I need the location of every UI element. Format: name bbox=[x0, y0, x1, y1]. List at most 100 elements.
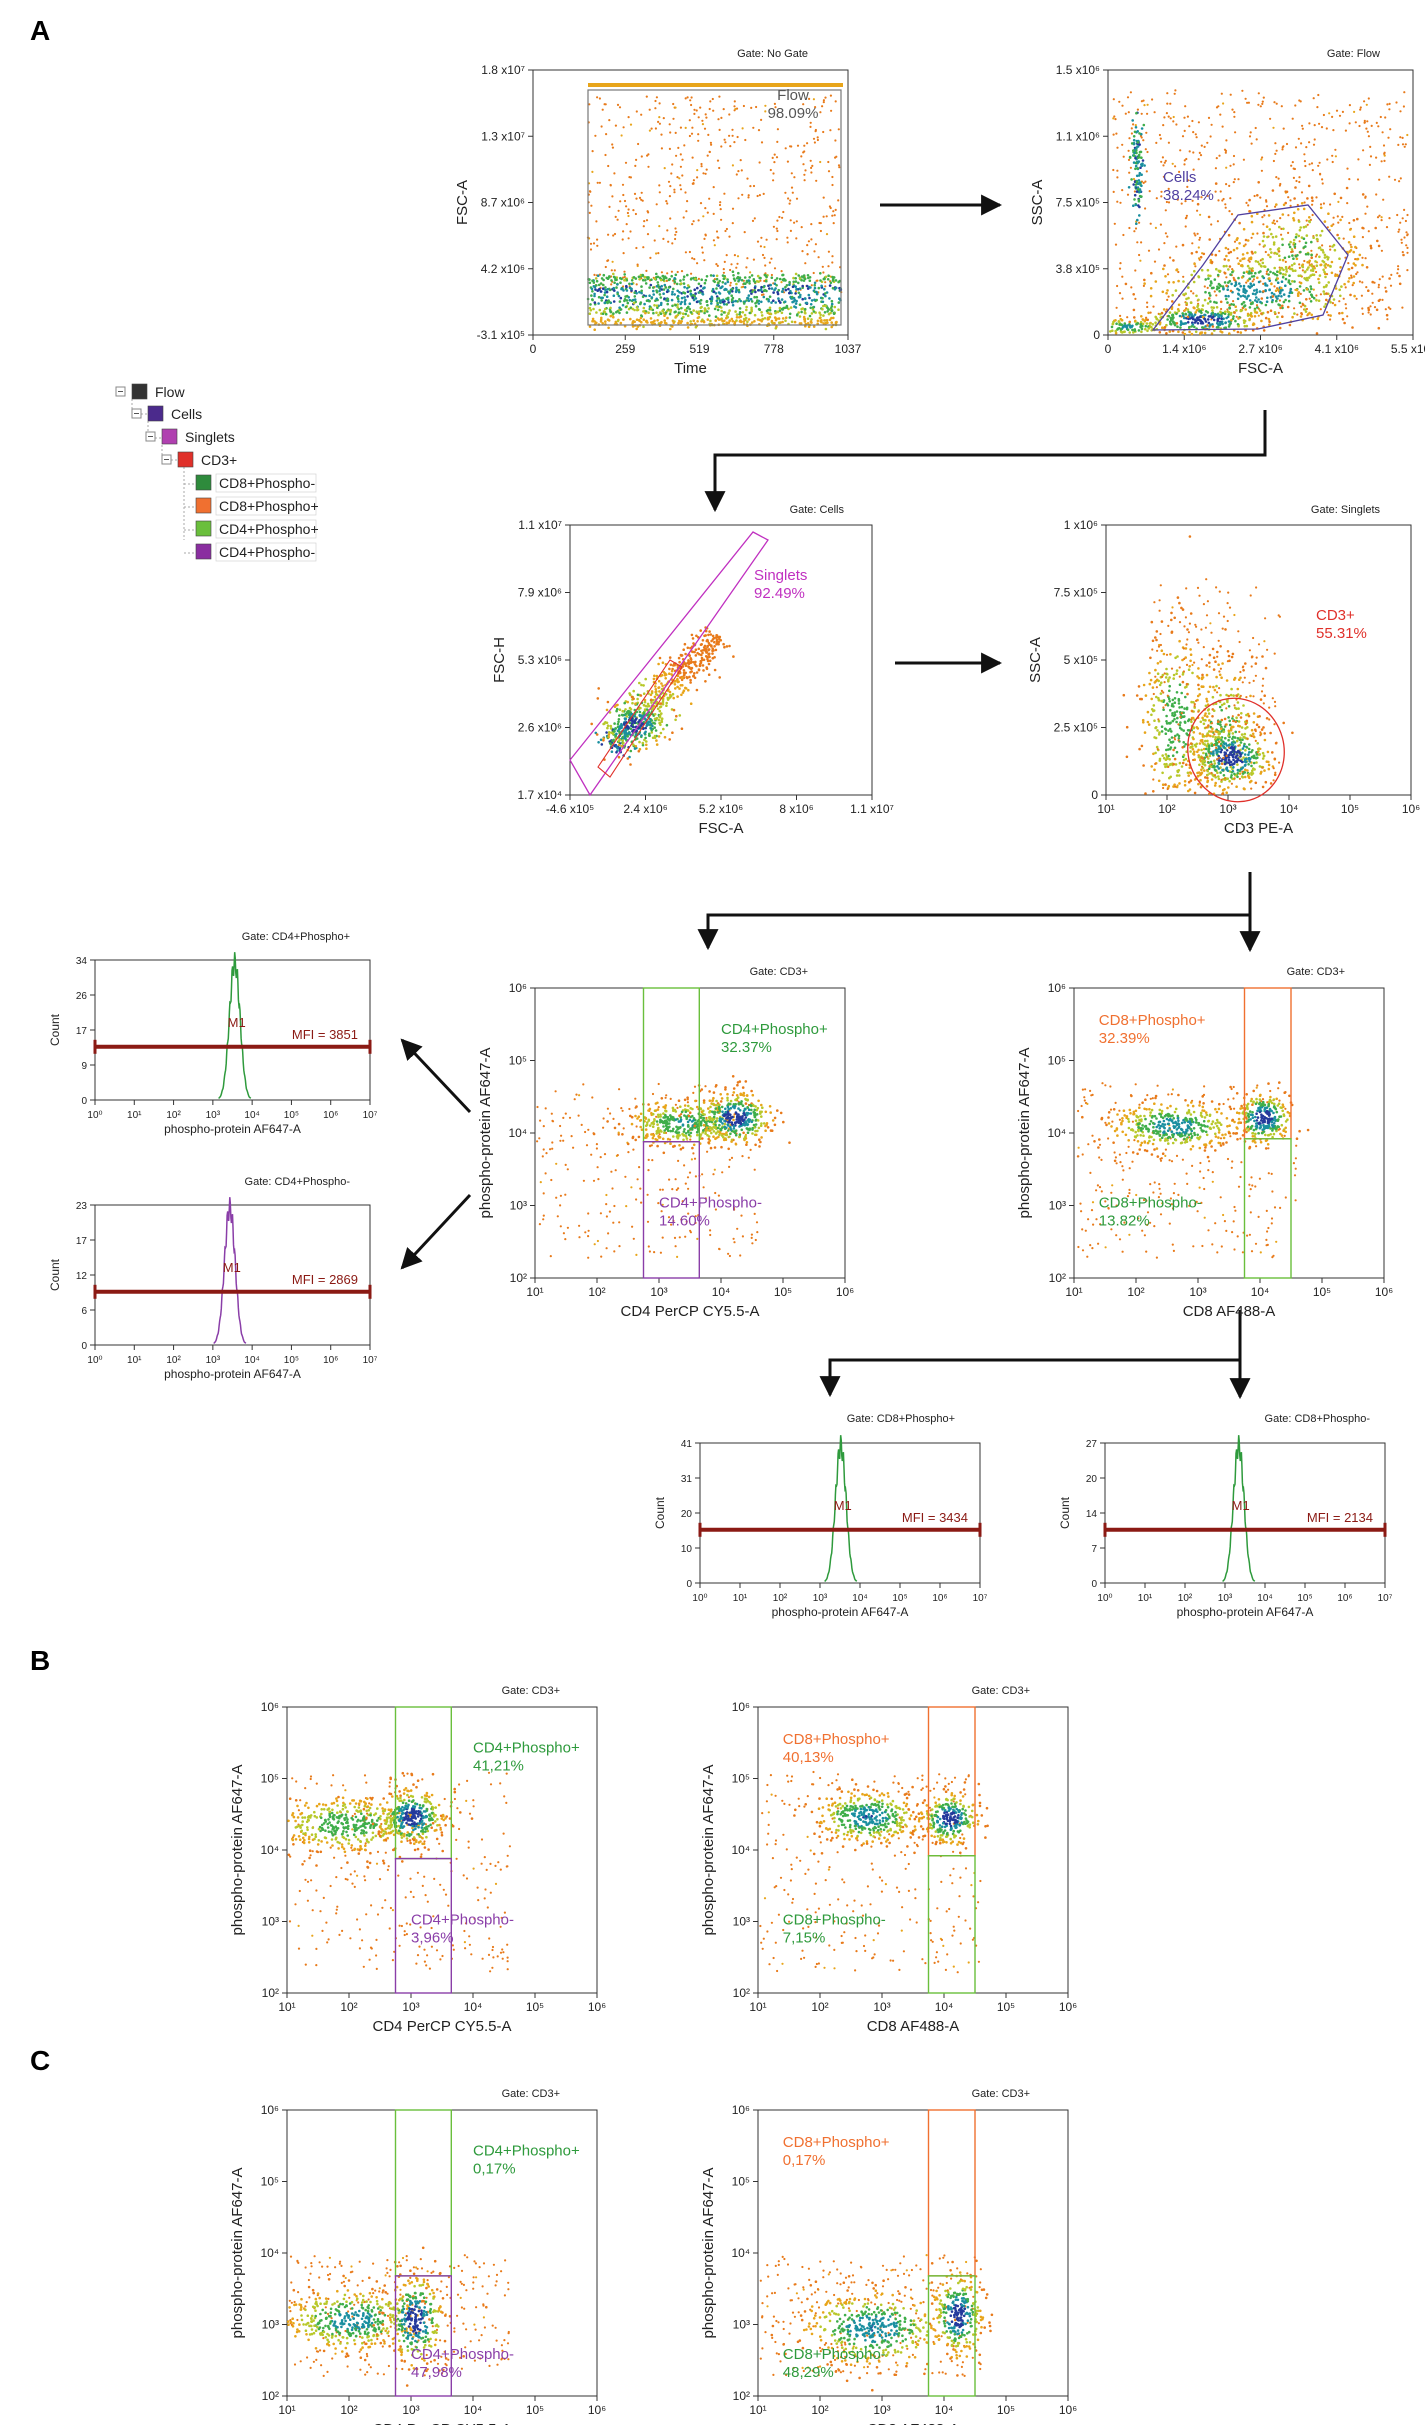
x-tick-label: 10⁶ bbox=[836, 1285, 854, 1299]
gating-hierarchy-tree: Flow Cells Singlets CD3+ CD8+Phospho- CD8+Pho… bbox=[115, 383, 319, 562]
x-tick-label: 259 bbox=[615, 342, 635, 356]
y-tick-label: 7.9 x10⁶ bbox=[518, 586, 562, 600]
y-tick-label: 12 bbox=[76, 1271, 88, 1282]
gate-percent: 32.39% bbox=[1099, 1030, 1150, 1047]
gate-label: CD8+Phospho+ bbox=[1099, 1012, 1206, 1029]
gate-label: CD4+Phospho- bbox=[411, 1911, 514, 1928]
gate-percent: 14.60% bbox=[659, 1213, 710, 1230]
x-tick-label: 519 bbox=[689, 342, 709, 356]
y-tick-label: 10⁶ bbox=[732, 2103, 750, 2117]
x-axis-label: CD4 PerCP CY5.5-A bbox=[621, 1303, 760, 1320]
tree-label: CD4+Phospho- bbox=[219, 544, 315, 560]
y-tick-label: 6 bbox=[81, 1306, 87, 1317]
gate-percent: 98.09% bbox=[768, 105, 819, 122]
x-tick-label: 4.1 x10⁶ bbox=[1315, 342, 1359, 356]
x-axis-label: phospho-protein AF647-A bbox=[164, 1122, 301, 1136]
x-tick-label: 10⁵ bbox=[1341, 802, 1359, 816]
x-tick-label: 10¹ bbox=[749, 2403, 766, 2417]
gate-label: CD8+Phospho- bbox=[783, 1911, 886, 1928]
y-tick-label: 0 bbox=[1093, 328, 1100, 342]
x-tick-label: 10⁵ bbox=[526, 2000, 544, 2014]
mfi-label: MFI = 2134 bbox=[1307, 1510, 1373, 1525]
y-tick-label: 10³ bbox=[1049, 1199, 1066, 1213]
y-tick-label: 10⁶ bbox=[261, 1700, 279, 1714]
y-axis-label: FSC-H bbox=[491, 637, 508, 683]
x-tick-label: 10² bbox=[340, 2000, 357, 2014]
y-tick-label: 3.8 x10⁵ bbox=[1056, 262, 1100, 276]
mfi-label: MFI = 2869 bbox=[292, 1272, 358, 1287]
arrow-cells-to-singlets bbox=[704, 410, 1267, 513]
tree-item: Singlets bbox=[145, 428, 235, 445]
y-tick-label: 17 bbox=[76, 1236, 88, 1247]
y-tick-label: 10⁴ bbox=[1047, 1126, 1066, 1140]
x-tick-label: -4.6 x10⁵ bbox=[546, 802, 594, 816]
gate-label: Singlets bbox=[754, 567, 807, 584]
x-axis-label: phospho-protein AF647-A bbox=[772, 1605, 909, 1619]
tree-label-box bbox=[215, 473, 317, 493]
x-tick-label: 10⁴ bbox=[852, 1593, 867, 1604]
gate-flow bbox=[587, 89, 842, 326]
gate-phospho-minus bbox=[927, 2275, 976, 2397]
plot-frame bbox=[699, 1442, 981, 1584]
gate-title: Gate: Singlets bbox=[1311, 504, 1381, 516]
y-tick-label: 1.8 x10⁷ bbox=[481, 63, 525, 77]
x-tick-label: 10¹ bbox=[526, 1285, 543, 1299]
x-tick-label: 10¹ bbox=[1065, 1285, 1082, 1299]
x-tick-label: 10⁴ bbox=[935, 2000, 954, 2014]
arrow-cd4-to-hist-plus bbox=[400, 1038, 472, 1114]
panel-label-a: A bbox=[30, 15, 50, 46]
plot-h_cd4p: Gate: CD4+Phospho+ 10⁰ 10¹ 10² 10³ 10⁴ 10⁵ 10⁶ 1… bbox=[48, 931, 378, 1136]
plot-b_cd4: Gate: CD3+10¹ 10² 10³ 10⁴ 10⁵ 10⁶10²10³10⁴10⁵… bbox=[229, 1685, 606, 2035]
x-tick-label: 10⁴ bbox=[464, 2403, 483, 2417]
mfi-label: MFI = 3851 bbox=[292, 1027, 358, 1042]
x-tick-label: 10⁷ bbox=[973, 1593, 988, 1604]
x-tick-label: 0 bbox=[530, 342, 537, 356]
x-axis-label: FSC-A bbox=[699, 820, 744, 837]
y-tick-label: 17 bbox=[76, 1026, 88, 1037]
gate-title: Gate: CD3+ bbox=[502, 1685, 560, 1697]
x-tick-label: 10⁵ bbox=[774, 1285, 792, 1299]
plot-h_cd4m: Gate: CD4+Phospho- 10⁰ 10¹ 10² 10³ 10⁴ 10⁵ 10⁶ 1… bbox=[48, 1176, 378, 1381]
x-tick-label: 10⁰ bbox=[1097, 1593, 1112, 1604]
x-tick-label: 10³ bbox=[1189, 1285, 1206, 1299]
x-axis-label: CD8 AF488-A bbox=[867, 2421, 960, 2425]
panel-label-b: B bbox=[30, 1645, 50, 1676]
x-axis-label: CD8 AF488-A bbox=[867, 2018, 960, 2035]
x-tick-label: 10² bbox=[166, 1355, 181, 1366]
gate-color-swatch bbox=[147, 405, 164, 422]
gate-percent: 48,29% bbox=[783, 2364, 834, 2381]
gate-phospho-minus bbox=[1243, 1138, 1292, 1279]
gate-percent: 0,17% bbox=[783, 2152, 826, 2169]
gate-label: CD8+Phospho+ bbox=[783, 1731, 890, 1748]
y-tick-label: 2.5 x10⁵ bbox=[1054, 721, 1098, 735]
x-axis-label: CD3 PE-A bbox=[1224, 820, 1293, 837]
gate-phospho-minus bbox=[394, 1857, 452, 1994]
x-tick-label: 10³ bbox=[873, 2000, 890, 2014]
gate-phospho-minus bbox=[927, 1855, 976, 1994]
x-tick-label: 10⁵ bbox=[997, 2000, 1015, 2014]
tree-label: Flow bbox=[155, 384, 185, 400]
x-tick-label: 10⁵ bbox=[997, 2403, 1015, 2417]
plot-frame bbox=[569, 524, 873, 796]
y-tick-label: 7.5 x10⁵ bbox=[1056, 196, 1100, 210]
gate-label: Flow bbox=[777, 87, 809, 104]
x-tick-label: 5.2 x10⁶ bbox=[699, 802, 743, 816]
x-tick-label: 10⁵ bbox=[1313, 1285, 1331, 1299]
y-axis-label: FSC-A bbox=[454, 180, 471, 225]
scatter-points bbox=[287, 1771, 511, 1973]
marker-label: M1 bbox=[1232, 1498, 1250, 1513]
tree-label: CD8+Phospho+ bbox=[219, 498, 319, 514]
tree-item: CD8+Phospho+ bbox=[195, 496, 319, 516]
y-tick-label: 10⁴ bbox=[260, 1843, 279, 1857]
mfi-label: MFI = 3434 bbox=[902, 1510, 968, 1525]
y-tick-label: 10⁴ bbox=[731, 1843, 750, 1857]
scatter-points bbox=[1076, 1081, 1310, 1259]
x-tick-label: 10⁶ bbox=[323, 1355, 338, 1366]
gate-label: CD4+Phospho+ bbox=[473, 1739, 580, 1756]
marker-label: M1 bbox=[228, 1015, 246, 1030]
x-tick-label: 10³ bbox=[402, 2000, 419, 2014]
tree-item: CD8+Phospho- bbox=[195, 473, 317, 493]
x-tick-label: 10⁶ bbox=[588, 2403, 606, 2417]
x-tick-label: 10⁶ bbox=[932, 1593, 947, 1604]
x-tick-label: 10⁶ bbox=[323, 1110, 338, 1121]
